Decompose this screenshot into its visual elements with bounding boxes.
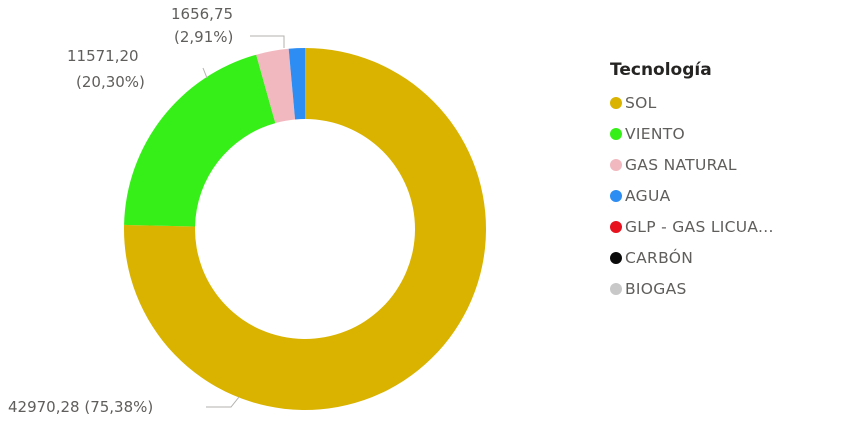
legend-marker-biogas bbox=[610, 282, 622, 295]
legend-item-sol[interactable]: SOL bbox=[610, 87, 774, 118]
slice-gas-natural[interactable] bbox=[256, 48, 296, 124]
legend-item-viento[interactable]: VIENTO bbox=[610, 118, 774, 149]
legend-label-sol: SOL bbox=[625, 93, 657, 112]
legend-label-viento: VIENTO bbox=[625, 124, 686, 143]
legend-label-agua: AGUA bbox=[625, 186, 671, 205]
legend-label-glp: GLP - GAS LICUA... bbox=[625, 217, 774, 236]
legend-marker-agua bbox=[610, 189, 622, 202]
legend-marker-gas-natural bbox=[610, 158, 622, 171]
slice-agua[interactable] bbox=[288, 48, 305, 120]
legend-marker-sol bbox=[610, 96, 622, 109]
legend-label-carbon: CARBÓN bbox=[625, 248, 694, 267]
legend-item-gas-natural[interactable]: GAS NATURAL bbox=[610, 149, 774, 180]
legend-item-biogas[interactable]: BIOGAS bbox=[610, 273, 774, 304]
legend-label-biogas: BIOGAS bbox=[625, 279, 687, 298]
legend-item-carbon[interactable]: CARBÓN bbox=[610, 242, 774, 273]
legend-marker-viento bbox=[610, 127, 622, 140]
legend-marker-carbon bbox=[610, 251, 622, 264]
leader-line-gas-natural bbox=[250, 35, 285, 48]
legend: Tecnología SOL VIENTO GAS NATURAL AGUA G… bbox=[610, 57, 774, 304]
data-label-gas-natural-value: 1656,75 bbox=[171, 5, 233, 23]
legend-item-agua[interactable]: AGUA bbox=[610, 180, 774, 211]
slice-viento[interactable] bbox=[124, 54, 276, 227]
data-label-sol: 42970,28 (75,38%) bbox=[8, 398, 153, 416]
legend-item-glp[interactable]: GLP - GAS LICUA... bbox=[610, 211, 774, 242]
legend-title: Tecnología bbox=[610, 60, 712, 80]
data-label-gas-natural-percent: (2,91%) bbox=[174, 28, 233, 46]
legend-label-gas-natural: GAS NATURAL bbox=[625, 155, 737, 174]
slice-sol[interactable] bbox=[123, 48, 486, 410]
data-label-viento-value: 11571,20 bbox=[67, 47, 139, 65]
donut-slices bbox=[123, 48, 486, 410]
leader-line-sol bbox=[206, 396, 240, 408]
legend-marker-glp bbox=[610, 220, 622, 233]
leader-line-viento bbox=[202, 67, 208, 79]
data-label-viento-percent: (20,30%) bbox=[76, 73, 145, 91]
